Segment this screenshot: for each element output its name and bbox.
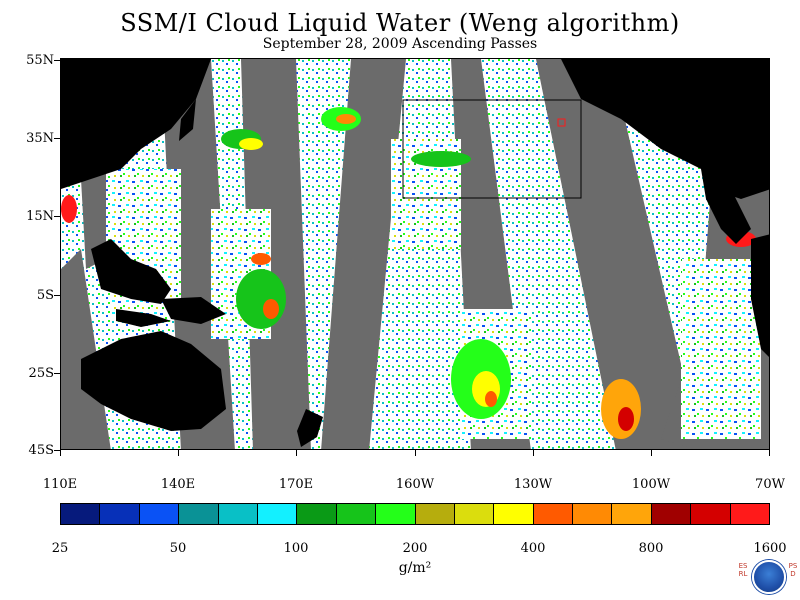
colorbar-tick-label: 100 — [283, 541, 309, 556]
colorbar-tick-label: 400 — [520, 541, 546, 556]
colorbar-units: g/m² — [398, 560, 432, 576]
lon-label-110e: 110E — [42, 477, 78, 492]
lat-tick — [54, 138, 60, 139]
lat-label-25s: 25S — [28, 366, 54, 381]
lon-label-170e: 170E — [278, 477, 314, 492]
map-panel — [60, 58, 770, 450]
chart-title: SSM/I Cloud Liquid Water (Weng algorithm… — [120, 9, 680, 37]
colorbar-tick-label: 25 — [51, 541, 69, 556]
lon-tick — [178, 450, 179, 456]
logo-left-text: ESRL — [738, 562, 748, 578]
lat-label-5s: 5S — [36, 288, 54, 303]
lon-label-130w: 130W — [513, 477, 553, 492]
lon-label-140e: 140E — [160, 477, 196, 492]
lat-tick — [54, 450, 60, 451]
lat-label-45s: 45S — [28, 443, 54, 458]
chart-subtitle: September 28, 2009 Ascending Passes — [262, 36, 538, 52]
lat-tick — [54, 373, 60, 374]
lon-tick — [651, 450, 652, 456]
colorbar-tick-label: 200 — [402, 541, 428, 556]
lon-tick — [533, 450, 534, 456]
lat-label-15n: 15N — [26, 209, 54, 224]
map-canvas — [61, 59, 769, 449]
colorbar-swatch — [730, 504, 770, 524]
noaa-emblem-icon — [752, 560, 786, 594]
lat-tick — [54, 60, 60, 61]
colorbar-swatch — [218, 504, 258, 524]
colorbar-swatch — [691, 504, 731, 524]
lon-label-160w: 160W — [395, 477, 435, 492]
colorbar-swatch — [533, 504, 574, 524]
colorbar-swatch — [376, 504, 416, 524]
colorbar-swatch — [454, 504, 495, 524]
land-masses — [61, 59, 769, 447]
colorbar-swatch — [415, 504, 455, 524]
colorbar-swatch — [494, 504, 534, 524]
colorbar-swatch — [179, 504, 219, 524]
lon-tick — [296, 450, 297, 456]
lon-tick — [769, 450, 770, 456]
colorbar-swatch — [139, 504, 180, 524]
colorbar-swatch — [61, 504, 101, 524]
colorbar-swatch — [573, 504, 613, 524]
lat-label-55n: 55N — [26, 53, 54, 68]
lon-tick — [60, 450, 61, 456]
colorbar-tick-label: 1600 — [753, 541, 787, 556]
colorbar-swatch — [336, 504, 377, 524]
colorbar-swatch — [651, 504, 692, 524]
lat-tick — [54, 216, 60, 217]
noaa-esrl-psd-logo: ESRL PSD — [736, 556, 800, 600]
lon-tick — [415, 450, 416, 456]
lon-label-100w: 100W — [631, 477, 671, 492]
colorbar — [60, 503, 770, 525]
lat-label-35n: 35N — [26, 131, 54, 146]
logo-right-text: PSD — [788, 562, 798, 578]
small-marker-box — [557, 118, 566, 127]
lon-label-70w: 70W — [755, 477, 785, 492]
colorbar-swatch — [612, 504, 652, 524]
colorbar-tick-label: 50 — [169, 541, 187, 556]
colorbar-swatch — [257, 504, 298, 524]
colorbar-swatch — [100, 504, 140, 524]
colorbar-swatch — [297, 504, 337, 524]
colorbar-tick-label: 800 — [638, 541, 664, 556]
region-outline-box — [402, 99, 582, 199]
lat-tick — [54, 295, 60, 296]
